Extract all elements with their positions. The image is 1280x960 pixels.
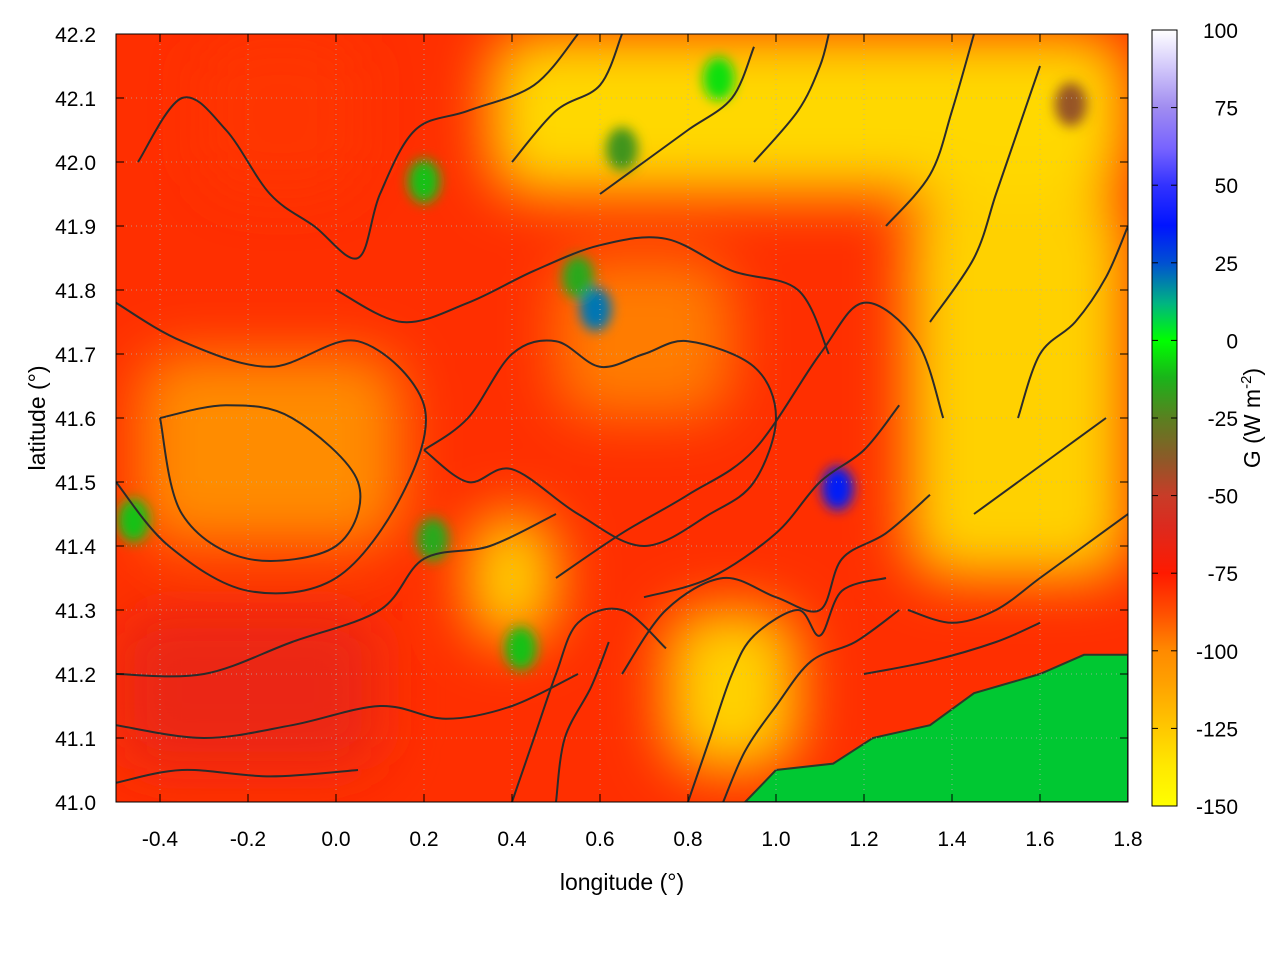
field-highlight bbox=[562, 255, 594, 300]
contour-line bbox=[423, 339, 777, 547]
colorbar-tick-label: 25 bbox=[1215, 253, 1238, 276]
y-tick-label: 41.1 bbox=[55, 728, 96, 751]
x-tick-label: 0.4 bbox=[497, 828, 527, 851]
y-tick-label: 41.7 bbox=[55, 344, 96, 367]
x-tick-label: 0.2 bbox=[409, 828, 438, 851]
contour-line bbox=[973, 417, 1107, 515]
sea-region bbox=[743, 653, 1128, 802]
field-highlight bbox=[117, 498, 150, 543]
y-tick-label: 41.3 bbox=[55, 600, 96, 623]
colorbar-label-main: G (W m bbox=[1239, 389, 1265, 468]
colorbar-tick-label: -150 bbox=[1196, 796, 1238, 819]
y-tick-label: 41.0 bbox=[55, 792, 96, 815]
x-tick-label: 1.6 bbox=[1025, 828, 1054, 851]
x-tick-label: 1.2 bbox=[849, 828, 878, 851]
field-highlights bbox=[117, 56, 1087, 671]
x-tick-label: 1.8 bbox=[1113, 828, 1142, 851]
contour-line bbox=[116, 513, 557, 678]
x-tick-label: 0.0 bbox=[321, 828, 350, 851]
field-highlight bbox=[1054, 82, 1087, 127]
y-tick-label: 42.0 bbox=[55, 152, 96, 175]
field-region bbox=[490, 34, 1128, 194]
colorbar-tick-label: -50 bbox=[1208, 486, 1238, 509]
contour-line bbox=[885, 34, 975, 227]
contour-line bbox=[599, 46, 755, 195]
y-tick-label: 41.9 bbox=[55, 216, 96, 239]
colorbar-tick-label: 100 bbox=[1203, 20, 1238, 43]
y-axis-ticks: 41.0 41.1 41.2 41.3 41.4 41.5 41.6 41.7 41.8 41.9… bbox=[55, 24, 1128, 815]
plot-area bbox=[116, 34, 1128, 802]
contour-line bbox=[555, 641, 610, 802]
colorbar-tick-label: 75 bbox=[1215, 98, 1238, 121]
contour-line bbox=[863, 621, 1041, 675]
contour-line bbox=[643, 404, 900, 599]
contour-line bbox=[116, 768, 359, 784]
y-tick-label: 41.2 bbox=[55, 664, 96, 687]
field-region bbox=[138, 354, 402, 546]
field-region bbox=[468, 514, 556, 642]
contour-line bbox=[929, 65, 1041, 323]
contour-line bbox=[335, 236, 830, 355]
colorbar-tick-label: -100 bbox=[1196, 641, 1238, 664]
field-highlight bbox=[606, 127, 638, 172]
y-tick-label: 42.2 bbox=[55, 24, 96, 47]
colorbar-tick-label: 0 bbox=[1226, 330, 1238, 353]
y-tick-label: 41.5 bbox=[55, 472, 96, 495]
x-axis-label: longitude (°) bbox=[560, 869, 684, 895]
field-highlight bbox=[579, 287, 612, 332]
contour-line bbox=[555, 301, 945, 579]
contour-lines bbox=[116, 34, 1128, 802]
colorbar-tick-label: -75 bbox=[1208, 563, 1238, 586]
contour-line bbox=[687, 577, 887, 802]
colorbar-tick-label: 50 bbox=[1215, 175, 1238, 198]
y-tick-label: 41.8 bbox=[55, 280, 96, 303]
x-tick-label: -0.4 bbox=[142, 828, 179, 851]
field-region bbox=[204, 34, 358, 194]
x-tick-label: -0.2 bbox=[230, 828, 266, 851]
colorbar-label: G (W m-2) bbox=[1238, 368, 1265, 468]
x-tick-label: 0.6 bbox=[585, 828, 614, 851]
colorbar-ticks: 100 75 50 25 0 -25 -50 -75 -100 -125 -150 bbox=[1152, 20, 1238, 819]
x-tick-label: 1.0 bbox=[761, 828, 790, 851]
field-highlight bbox=[504, 626, 537, 671]
contour-line bbox=[722, 609, 900, 802]
contour-line bbox=[137, 34, 579, 260]
contour-line bbox=[116, 301, 427, 595]
colorbar-label-sup: -2 bbox=[1238, 376, 1255, 389]
field-highlight bbox=[416, 517, 449, 562]
colorbar-tick-label: -25 bbox=[1208, 408, 1238, 431]
contour-line bbox=[159, 404, 362, 562]
y-axis-label: latitude (°) bbox=[24, 365, 50, 470]
field-region bbox=[908, 194, 1128, 578]
y-tick-label: 41.6 bbox=[55, 408, 96, 431]
contour-line bbox=[907, 513, 1128, 624]
field-highlight bbox=[821, 466, 854, 511]
x-tick-label: 0.8 bbox=[673, 828, 702, 851]
x-tick-label: 1.4 bbox=[937, 828, 967, 851]
y-tick-label: 41.4 bbox=[55, 536, 96, 559]
contour-line bbox=[753, 34, 830, 163]
contour-line bbox=[511, 34, 623, 163]
x-axis-ticks: -0.4 -0.2 0.0 0.2 0.4 0.6 0.8 1.0 1.2 1.4 1.6 1.8 bbox=[142, 34, 1143, 851]
contour-line bbox=[621, 494, 931, 675]
contour-line bbox=[1017, 225, 1128, 419]
contour-line bbox=[511, 607, 667, 802]
colorbar-label-end: ) bbox=[1239, 368, 1265, 376]
colorbar-tick-label: -125 bbox=[1196, 718, 1238, 741]
y-tick-label: 42.1 bbox=[55, 88, 96, 111]
contour-line bbox=[116, 673, 579, 739]
field-highlight bbox=[408, 159, 440, 204]
field-highlight bbox=[702, 56, 735, 101]
field-region bbox=[666, 610, 798, 770]
